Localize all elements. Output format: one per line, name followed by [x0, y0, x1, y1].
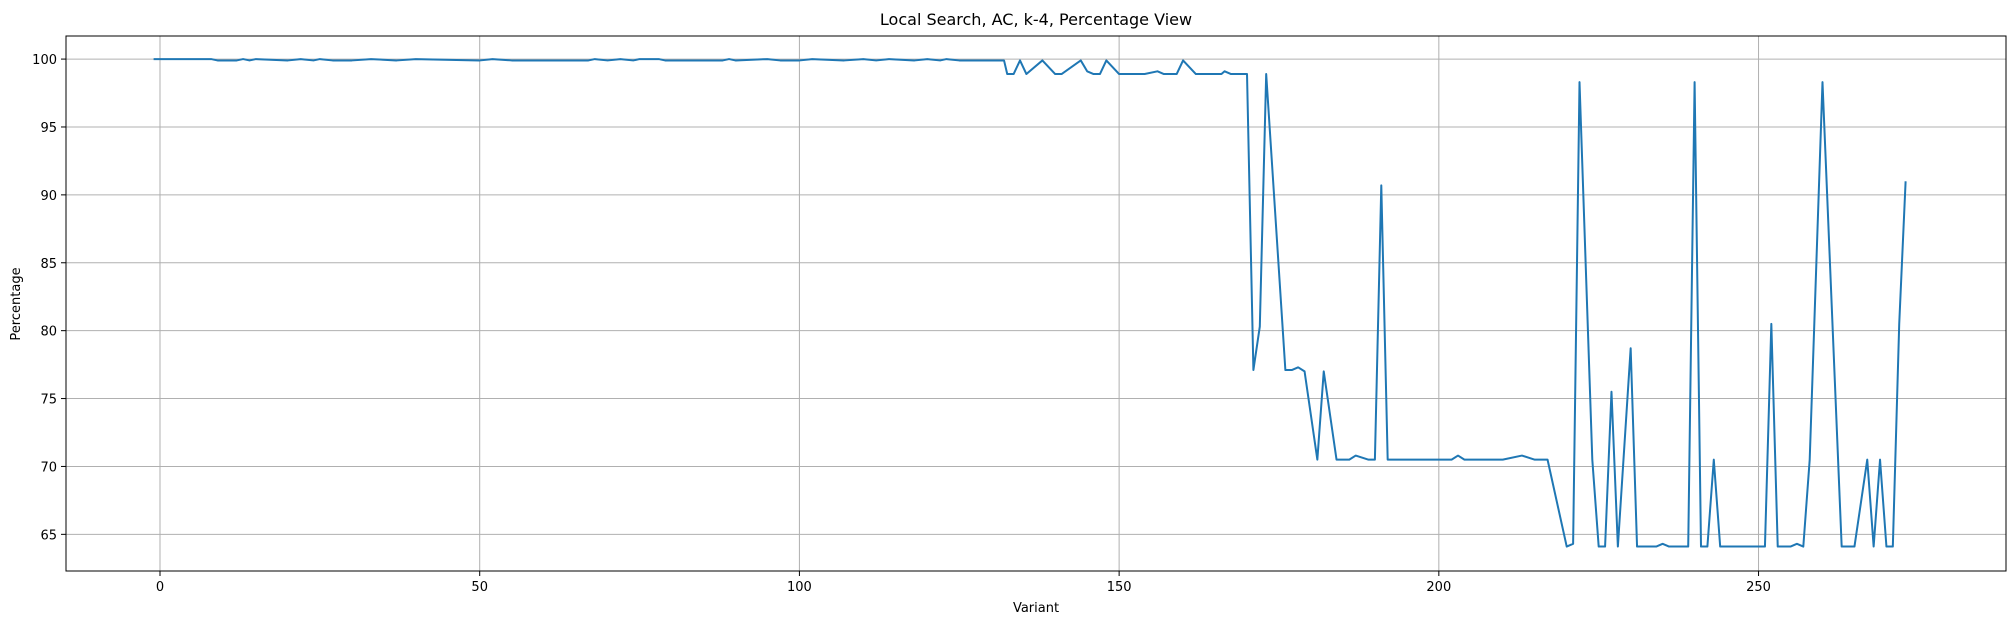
x-tick-label: 0 [156, 580, 164, 595]
y-tick-label: 85 [40, 257, 57, 272]
tick-layer: 0 50 100 150 200 250 65 70 75 80 85 90 95 100 [32, 53, 1771, 595]
y-tick-label: 65 [40, 528, 57, 543]
x-axis-label: Variant [1013, 601, 1059, 616]
y-axis-label: Percentage [9, 267, 24, 340]
x-tick-label: 250 [1746, 580, 1771, 595]
x-tick-label: 200 [1426, 580, 1451, 595]
y-tick-label: 90 [40, 189, 57, 204]
y-tick-label: 100 [32, 53, 57, 68]
plot-frame [65, 35, 2007, 572]
y-tick-label: 80 [40, 325, 57, 340]
chart-title: Local Search, AC, k-4, Percentage View [880, 10, 1192, 29]
x-tick-label: 150 [1107, 580, 1132, 595]
grid-layer [66, 36, 2006, 571]
y-tick-label: 70 [40, 460, 57, 475]
series-line [153, 58, 1907, 548]
x-tick-label: 50 [471, 580, 488, 595]
y-tick-label: 95 [40, 121, 57, 136]
series-layer [153, 58, 1907, 548]
y-tick-label: 75 [40, 393, 57, 408]
x-tick-label: 100 [787, 580, 812, 595]
